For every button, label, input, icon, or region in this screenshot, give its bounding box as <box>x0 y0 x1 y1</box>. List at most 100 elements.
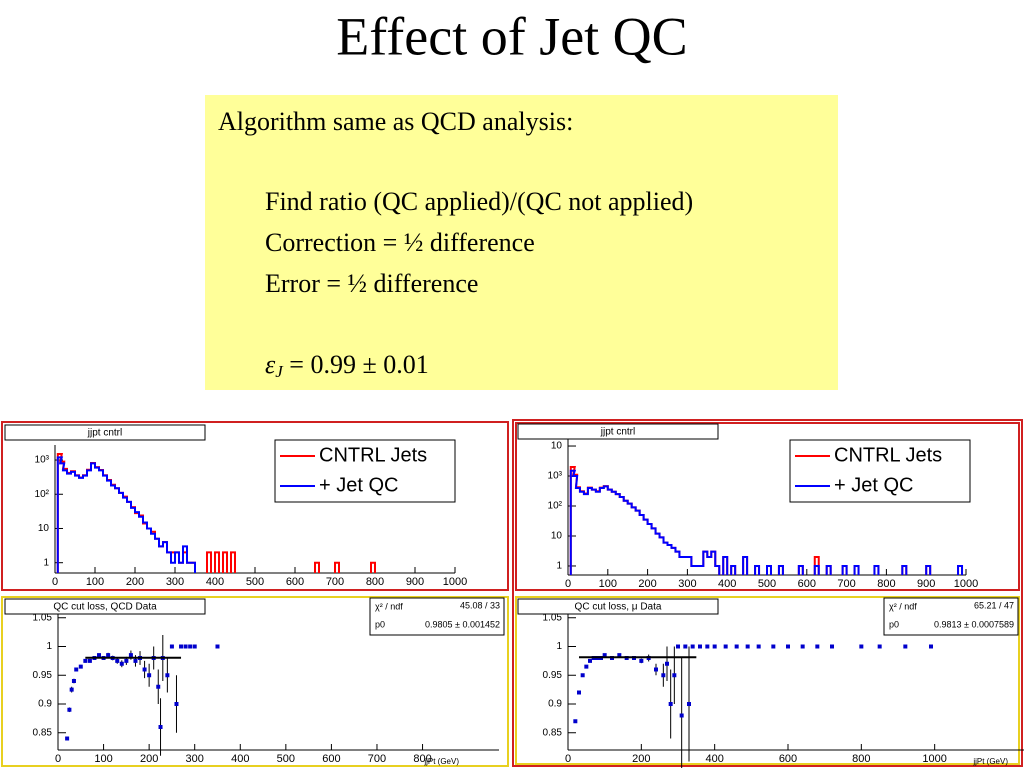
point <box>71 679 76 683</box>
y-tick-label: 1 <box>46 641 52 652</box>
fit-box <box>883 597 1019 636</box>
x-tick-label: 100 <box>599 578 617 590</box>
point <box>877 644 882 649</box>
x-tick-label: 200 <box>126 576 144 588</box>
x-tick-label: 100 <box>94 753 112 765</box>
point <box>577 690 581 695</box>
x-tick-label: 700 <box>368 753 386 765</box>
point <box>800 644 805 649</box>
point <box>115 658 120 663</box>
point <box>830 644 834 649</box>
text-line: Find ratio (QC applied)/(QC not applied) <box>265 187 693 216</box>
point <box>67 707 72 712</box>
x-tick-label: 500 <box>246 576 264 588</box>
point <box>119 661 124 666</box>
y-tick-label: 1.05 <box>543 612 563 623</box>
x-tick-label: 500 <box>277 753 295 765</box>
point <box>698 644 702 649</box>
x-tick-label: 900 <box>406 576 424 588</box>
fit-value: 45.08 / 33 <box>460 600 500 610</box>
legend <box>274 439 456 503</box>
point <box>97 653 102 658</box>
legend-label: CNTRL Jets <box>834 444 942 466</box>
x-tick-label: 300 <box>166 576 184 588</box>
chart: 0 200 400 600 800 1000 0.85 0.9 0.95 1 1.05 QC cut … <box>517 597 1024 768</box>
chart-title: jjpt cntrl <box>87 428 122 439</box>
point <box>74 667 79 672</box>
x-tick-label: 800 <box>366 576 384 588</box>
point <box>672 673 677 678</box>
point <box>192 644 197 649</box>
y-tick-label: 0.95 <box>543 670 563 681</box>
point <box>83 658 88 663</box>
point <box>705 644 710 649</box>
slide-title: Effect of Jet QC <box>336 6 687 66</box>
point <box>106 653 111 658</box>
x-tick-label: 400 <box>206 576 224 588</box>
x-tick-label: 600 <box>798 578 816 590</box>
point <box>676 644 680 649</box>
point <box>133 658 138 663</box>
x-tick-label: 200 <box>632 753 650 765</box>
point <box>929 644 933 649</box>
point <box>588 658 592 663</box>
point <box>580 673 585 678</box>
y-tick-label: 0.9 <box>548 699 562 710</box>
point <box>786 644 790 649</box>
point <box>147 673 152 678</box>
x-tick-label: 800 <box>877 578 895 590</box>
x-tick-label: 700 <box>326 576 344 588</box>
point <box>745 644 750 649</box>
x-tick-label: 0 <box>52 576 58 588</box>
title-box <box>517 598 719 615</box>
fit-label: p0 <box>889 619 899 629</box>
chart-title: jjpt cntrl <box>600 427 635 438</box>
y-tick-label: 10³ <box>35 455 50 466</box>
y-tick-label: 0.85 <box>33 727 53 738</box>
x-tick-label: 600 <box>779 753 797 765</box>
point <box>712 644 717 649</box>
x-tick-label: 600 <box>286 576 304 588</box>
x-tick-label: 400 <box>718 578 736 590</box>
point <box>188 644 193 649</box>
point <box>215 644 220 649</box>
panel-border <box>512 419 1023 767</box>
point <box>683 644 688 649</box>
chart: 0 100 200 300 400 500 600 700 800 0.85 0.9 0.95 1 1.0… <box>4 597 505 766</box>
point <box>690 644 695 649</box>
x-axis-label: jjPt (GeV) <box>972 757 1008 766</box>
x-tick-label: 500 <box>758 578 776 590</box>
point <box>573 719 578 724</box>
chart: 0 100 200 300 400 500 600 700 800 900 1000 1 10 10² 10… <box>517 423 978 590</box>
chart-title: QC cut loss, QCD Data <box>53 602 157 613</box>
legend-label: + Jet QC <box>834 474 913 496</box>
point <box>158 725 163 729</box>
legend-label: CNTRL Jets <box>319 444 427 466</box>
text-line: Error = ½ difference <box>265 269 478 298</box>
y-tick-label: 10² <box>35 489 50 500</box>
x-tick-label: 1000 <box>443 576 467 588</box>
fit-label: p0 <box>375 619 385 629</box>
fit-label: χ² / ndf <box>375 601 403 611</box>
x-tick-label: 1000 <box>954 578 978 590</box>
point <box>124 658 129 663</box>
point <box>87 658 92 663</box>
y-tick-label: 10 <box>551 531 563 542</box>
point <box>156 684 161 689</box>
point <box>78 664 83 669</box>
y-tick-label: 0.85 <box>543 727 563 738</box>
y-tick-label: 10 <box>551 441 563 452</box>
x-tick-label: 900 <box>917 578 935 590</box>
fit-value: 0.9813 ± 0.0007589 <box>934 619 1014 629</box>
fit-label: χ² / ndf <box>889 601 917 611</box>
point <box>584 664 589 669</box>
point <box>859 644 864 649</box>
fit-box <box>369 597 505 636</box>
x-tick-label: 600 <box>322 753 340 765</box>
fit-value: 0.9805 ± 0.001452 <box>425 619 500 629</box>
x-tick-label: 0 <box>55 753 61 765</box>
fit-value: 65.21 / 47 <box>974 600 1014 610</box>
x-tick-label: 0 <box>565 753 571 765</box>
